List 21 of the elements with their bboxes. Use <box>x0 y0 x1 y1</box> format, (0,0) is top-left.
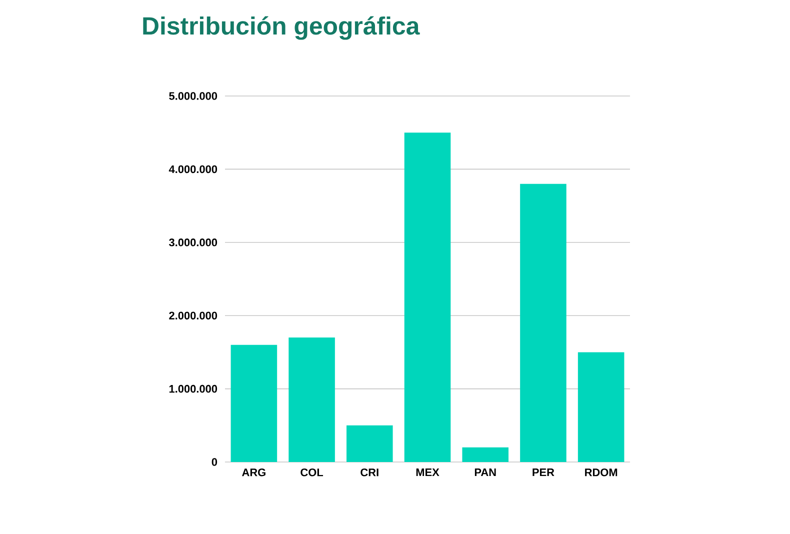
bar <box>230 344 278 462</box>
bar <box>346 425 393 462</box>
y-tick-label: 3.000.000 <box>168 238 218 246</box>
y-tick-label: 2.000.000 <box>169 312 218 320</box>
x-tick-label: COL <box>300 468 324 476</box>
x-tick-label: MEX <box>416 468 440 476</box>
x-tick-label: RDOM <box>585 468 618 476</box>
bar <box>462 447 509 462</box>
y-tick-label: 5.000.000 <box>169 92 218 100</box>
bar <box>404 132 451 462</box>
x-tick-label: CRI <box>360 468 378 476</box>
bar <box>520 184 566 462</box>
x-tick-label: PAN <box>474 468 496 476</box>
y-tick-label: 0 <box>212 458 218 466</box>
chart-title: Distribución geográfica <box>143 16 420 40</box>
bar <box>288 338 335 462</box>
bar <box>578 352 624 462</box>
x-tick-label: ARG <box>242 468 266 476</box>
y-tick-label: 1.000.000 <box>169 384 218 393</box>
x-tick-label: PER <box>532 468 554 476</box>
y-tick-label: 4.000.000 <box>168 165 218 174</box>
